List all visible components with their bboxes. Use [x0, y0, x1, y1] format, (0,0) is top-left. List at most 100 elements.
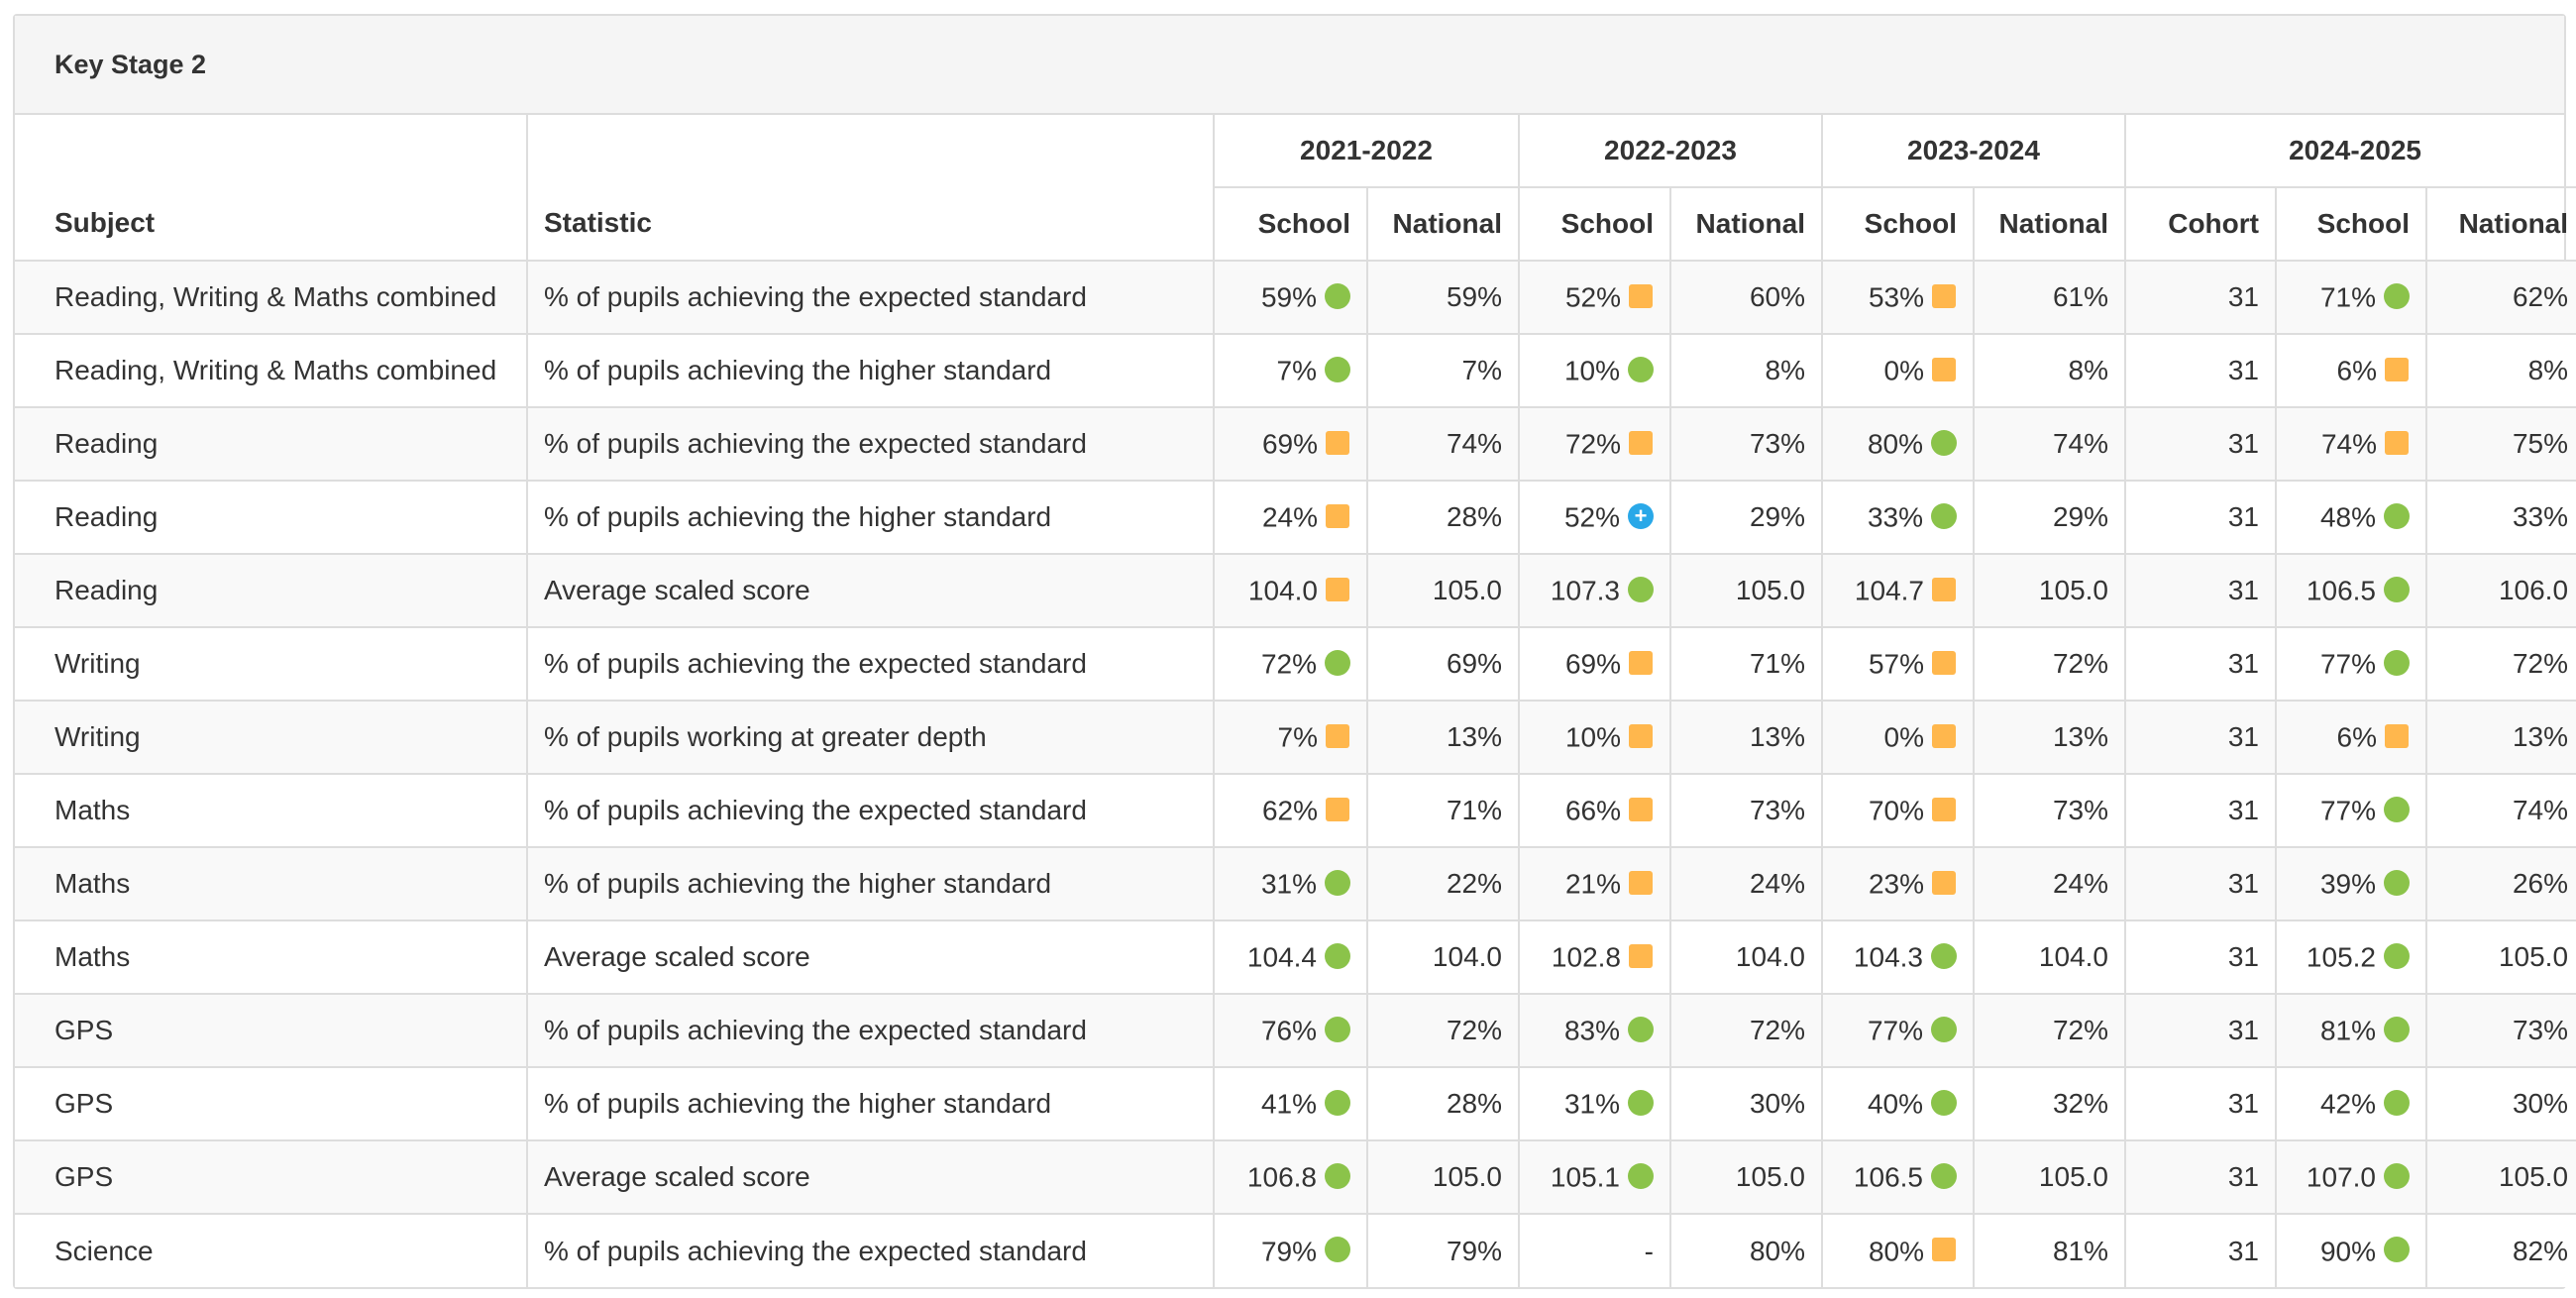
school-value-cell: 106.5 [1822, 1140, 1975, 1215]
school-value-cell: 104.7 [1822, 554, 1975, 628]
amber-square-icon [1326, 430, 1349, 455]
school-value: 7% [1277, 721, 1318, 753]
school-value-cell: 104.4 [1214, 920, 1368, 995]
school-value: 41% [1260, 1088, 1317, 1120]
school-value: 105.2 [2306, 941, 2376, 973]
green-circle-icon [2384, 869, 2410, 896]
national-value-cell: 72% [1974, 994, 2126, 1068]
blue-plus-circle-icon: + [1628, 502, 1654, 529]
school-value: 6% [2336, 355, 2377, 386]
national-value-cell: 62% [2426, 261, 2576, 335]
school-value-cell: 69% [1519, 627, 1671, 702]
column-header-national: National [1670, 187, 1823, 262]
national-value-cell: 75% [2426, 407, 2576, 482]
school-value: 10% [1564, 721, 1621, 753]
column-header-subject: Subject [15, 115, 528, 262]
school-value-cell: 59% [1214, 261, 1368, 335]
amber-square-icon [1629, 723, 1653, 748]
amber-square-icon [1932, 797, 1956, 821]
green-circle-icon [1325, 649, 1350, 676]
school-value: 80% [1868, 1236, 1924, 1267]
amber-square-icon [1932, 870, 1956, 895]
green-circle-icon [1628, 1162, 1654, 1189]
school-value-cell: 57% [1822, 627, 1975, 702]
statistic-cell: % of pupils achieving the expected stand… [527, 994, 1215, 1068]
school-value-cell: 52% [1519, 261, 1671, 335]
table-body: Reading, Writing & Maths combined% of pu… [15, 261, 2576, 1287]
green-circle-icon [1628, 576, 1654, 602]
school-value: 90% [2319, 1236, 2376, 1267]
cohort-value-cell: 31 [2125, 774, 2277, 848]
school-value-cell: 106.5 [2276, 554, 2427, 628]
school-value: 80% [1867, 428, 1923, 460]
table-row: GPS Average scaled score 106.8 105.0 105.1 10… [15, 1140, 2576, 1215]
statistic-cell: % of pupils working at greater depth [527, 701, 1215, 775]
subject-cell: Reading [15, 554, 528, 628]
national-value-cell: 8% [1670, 334, 1823, 408]
national-value-cell: 61% [1974, 261, 2126, 335]
school-value: 71% [2319, 281, 2376, 313]
school-value-cell: 79% [1214, 1214, 1368, 1287]
school-value-cell: 6% [2276, 701, 2427, 775]
school-value-cell: 62% [1214, 774, 1368, 848]
statistic-cell: Average scaled score [527, 1140, 1215, 1215]
table-row: Writing% of pupils achieving the expecte… [15, 627, 2576, 702]
green-circle-icon [1931, 942, 1957, 969]
school-value: 21% [1564, 868, 1621, 900]
school-value: 52% [1564, 281, 1621, 313]
national-value-cell: 106.0 [2426, 554, 2576, 628]
school-value-cell: 104.3 [1822, 920, 1975, 995]
school-value: 104.4 [1246, 941, 1317, 973]
amber-square-icon [1932, 1238, 1956, 1262]
cohort-value-cell: 31 [2125, 554, 2277, 628]
national-value-cell: 24% [1670, 847, 1823, 921]
national-value-cell: 73% [1974, 774, 2126, 848]
school-value-cell: 77% [2276, 774, 2427, 848]
amber-square-icon [1932, 650, 1956, 675]
green-circle-icon [1325, 1016, 1350, 1042]
national-value-cell: 60% [1670, 261, 1823, 335]
green-circle-icon [1931, 1016, 1957, 1042]
national-value-cell: 69% [1367, 627, 1520, 702]
amber-square-icon [1629, 650, 1653, 675]
table-row: Maths% of pupils achieving the expected … [15, 774, 2576, 848]
national-value-cell: 104.0 [1367, 920, 1520, 995]
school-value: 106.5 [1853, 1161, 1923, 1193]
green-circle-icon [1628, 356, 1654, 382]
school-value: 74% [2320, 428, 2377, 460]
school-value-cell: 69% [1214, 407, 1368, 482]
school-value: 23% [1868, 868, 1924, 900]
plus-glyph: + [1634, 502, 1648, 528]
national-value-cell: 72% [1670, 994, 1823, 1068]
national-value-cell: 105.0 [1670, 1140, 1823, 1215]
school-value-cell: 107.0 [2276, 1140, 2427, 1215]
national-value-cell: 105.0 [1974, 1140, 2126, 1215]
national-value-cell: 13% [2426, 701, 2576, 775]
cohort-value-cell: 31 [2125, 1140, 2277, 1215]
statistic-cell: % of pupils achieving the expected stand… [527, 261, 1215, 335]
subject-cell: Reading, Writing & Maths combined [15, 261, 528, 335]
column-header-cohort: Cohort [2125, 187, 2277, 262]
school-value-cell: 77% [2276, 627, 2427, 702]
column-header-school: School [1822, 187, 1975, 262]
school-value: 0% [1883, 721, 1924, 753]
column-header-national: National [1367, 187, 1520, 262]
green-circle-icon [2384, 282, 2410, 309]
national-value-cell: 8% [2426, 334, 2576, 408]
green-circle-icon [1931, 502, 1957, 529]
school-value: 104.3 [1853, 941, 1923, 973]
national-value-cell: 105.0 [1367, 1140, 1520, 1215]
national-value-cell: 74% [1974, 407, 2126, 482]
national-value-cell: 104.0 [1670, 920, 1823, 995]
national-value-cell: 105.0 [1974, 554, 2126, 628]
green-circle-icon [2384, 576, 2410, 602]
school-value-cell: 66% [1519, 774, 1671, 848]
school-value: 7% [1276, 355, 1317, 386]
amber-square-icon [2385, 430, 2409, 455]
table-row: Reading, Writing & Maths combined% of pu… [15, 334, 2576, 408]
school-value-cell: 105.2 [2276, 920, 2427, 995]
school-value-cell: 76% [1214, 994, 1368, 1068]
amber-square-icon [1326, 503, 1349, 528]
table-row: Maths% of pupils achieving the higher st… [15, 847, 2576, 921]
school-value-cell: 52% + [1519, 481, 1671, 555]
